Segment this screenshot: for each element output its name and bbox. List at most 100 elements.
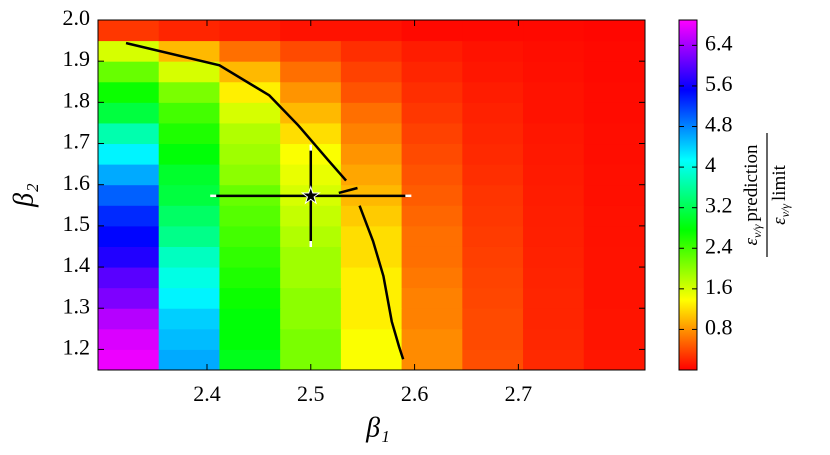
heatmap-cell (462, 349, 524, 370)
heatmap-cell (583, 20, 645, 42)
heatmap-cell (523, 81, 585, 103)
colorbar (678, 19, 698, 371)
heatmap-cell (462, 20, 524, 42)
heatmap-cell (401, 61, 463, 83)
heatmap-cell (340, 164, 403, 186)
heatmap-cell (219, 267, 281, 289)
x-tick-label: 2.7 (505, 381, 533, 406)
heatmap-cell (340, 143, 403, 165)
colorbar-label: εν/γprediction εν/γlimit (741, 133, 792, 257)
heatmap-cell (523, 143, 585, 165)
heatmap-cell (340, 308, 403, 330)
heatmap-cell (219, 205, 281, 227)
heatmap-cell (158, 328, 220, 350)
heatmap-cell (583, 184, 645, 206)
heatmap-cell (583, 225, 645, 247)
heatmap-cell (340, 349, 403, 370)
heatmap-cell (583, 164, 645, 186)
heatmap-cell (280, 40, 342, 62)
heatmap-cell (462, 328, 524, 350)
heatmap-cell (462, 164, 524, 186)
heatmap-cell (219, 287, 281, 309)
contour-line (125, 41, 405, 360)
heatmap-cell (523, 102, 585, 124)
heatmap-cell (340, 287, 403, 309)
y-tick-label: 2.0 (63, 5, 91, 30)
heatmap-cell (219, 20, 281, 42)
heatmap-cell (158, 205, 220, 227)
heatmap-cell (401, 225, 463, 247)
heatmap-cell (340, 328, 403, 350)
heatmap-cell (98, 246, 160, 268)
heatmap-cell (523, 328, 585, 350)
y-tick-label: 1.4 (63, 252, 91, 277)
heatmap-cell (462, 246, 524, 268)
heatmap-cell (462, 81, 524, 103)
heatmap-cell (340, 20, 403, 42)
colorbar-label-numerator: εν/γ prediction (741, 144, 763, 245)
x-tick-label: 2.4 (193, 381, 221, 406)
heatmap-cell (583, 143, 645, 165)
colorbar-tick-label: 3.2 (705, 193, 733, 218)
heatmap-cell (583, 349, 645, 370)
heatmap-cell (340, 81, 403, 103)
heatmap-cell (462, 205, 524, 227)
x-tick-label: 2.5 (297, 381, 325, 406)
heatmap-cell (401, 205, 463, 227)
heatmap-cell (98, 61, 160, 83)
heatmap-cell (98, 20, 160, 42)
heatmap-cell (158, 225, 220, 247)
heatmap-cell (158, 164, 220, 186)
heatmap-cell (340, 122, 403, 145)
heatmap-cell (280, 102, 342, 124)
heatmap-cell (219, 246, 281, 268)
heatmap-cell (401, 40, 463, 62)
heatmap-cell (523, 20, 585, 42)
heatmap-cell (158, 267, 220, 289)
heatmap-cell (340, 267, 403, 289)
heatmap-cell (523, 164, 585, 186)
heatmap-cell (219, 81, 281, 103)
y-tick-label: 1.5 (63, 211, 91, 236)
heatmap-cell (340, 40, 403, 62)
y-tick-label: 1.2 (63, 334, 91, 359)
y-tick-label: 1.9 (63, 46, 91, 71)
heatmap-cell (98, 143, 160, 165)
heatmap-cell (583, 102, 645, 124)
heatmap-cell (98, 328, 160, 350)
heatmap-cell (523, 287, 585, 309)
heatmap-cell (583, 122, 645, 145)
heatmap-cell (583, 287, 645, 309)
heatmap-cell (98, 102, 160, 124)
heatmap-cell (401, 287, 463, 309)
heatmap-cell (280, 122, 342, 145)
heatmap-cell (401, 81, 463, 103)
heatmap-cell (280, 328, 342, 350)
heatmap-cell (401, 267, 463, 289)
heatmap-cell (158, 81, 220, 103)
heatmap-cell (401, 246, 463, 268)
heatmap-cell (280, 81, 342, 103)
heatmap-cell (98, 40, 160, 62)
colorbar-label-denominator: εν/γ limit (769, 164, 791, 225)
heatmap-cell (462, 184, 524, 206)
heatmap-cell (523, 61, 585, 83)
heatmap-cell (98, 184, 160, 206)
heatmap-cell (219, 40, 281, 62)
y-tick-label: 1.3 (63, 293, 91, 318)
heatmap-cell (98, 225, 160, 247)
heatmap-cell (401, 164, 463, 186)
heatmap-cell (583, 246, 645, 268)
heatmap-cell (523, 225, 585, 247)
heatmap-cell (583, 61, 645, 83)
heatmap-cell (401, 308, 463, 330)
heatmap-cell (462, 308, 524, 330)
symbol: ε (741, 237, 762, 245)
heatmap-cell (523, 205, 585, 227)
heatmap-cell (219, 328, 281, 350)
subscript: ν/γ (750, 224, 764, 238)
colorbar-tick-label: 6.4 (705, 30, 733, 55)
y-tick-label: 1.6 (63, 170, 91, 195)
heatmap-cell (340, 61, 403, 83)
